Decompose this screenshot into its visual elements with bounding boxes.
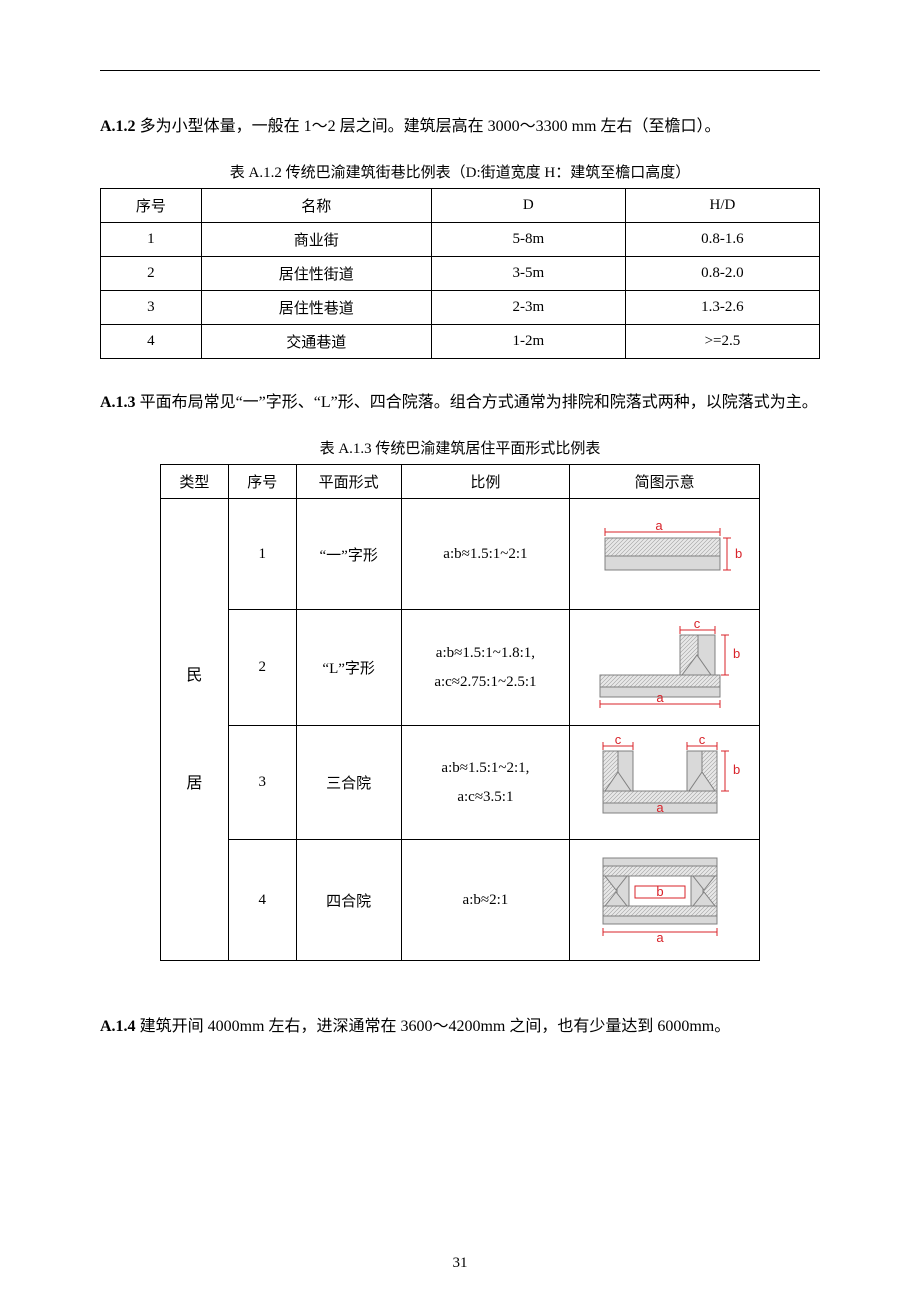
table-row: 2 “L”字形 a:b≈1.5:1~1.8:1, a:c≈2.75:1~2.5:…	[161, 610, 760, 726]
para-a12: A.1.2 多为小型体量，一般在 1～2 层之间。建筑层高在 3000～3300…	[100, 111, 820, 143]
table-row: 1 商业街 5-8m 0.8-1.6	[101, 223, 820, 257]
th-name: 名称	[201, 189, 431, 223]
th-seq: 序号	[101, 189, 202, 223]
cell: 3	[228, 726, 296, 840]
a12-label: A.1.2	[100, 118, 136, 135]
cell: “L”字形	[296, 610, 401, 726]
cell: 1.3-2.6	[625, 291, 819, 325]
cell: “一”字形	[296, 499, 401, 610]
cell: 3	[101, 291, 202, 325]
cell: 2	[101, 257, 202, 291]
cell: 商业街	[201, 223, 431, 257]
dim-a: a	[656, 800, 664, 815]
th-d: D	[431, 189, 625, 223]
cell: a:b≈1.5:1~2:1, a:c≈3.5:1	[401, 726, 570, 840]
th-hd: H/D	[625, 189, 819, 223]
cell: 三合院	[296, 726, 401, 840]
dim-c: c	[614, 736, 621, 747]
table-row: 民 居 1 “一”字形 a:b≈1.5:1~2:1 a	[161, 499, 760, 610]
dim-b: b	[733, 646, 740, 661]
cell: 1-2m	[431, 325, 625, 359]
a14-label: A.1.4	[100, 1018, 136, 1035]
diagram-sanhe-icon: c c	[585, 736, 745, 824]
a13-text: 平面布局常见“一”字形、“L”形、四合院落。组合方式通常为排院和院落式两种，以院…	[136, 394, 818, 411]
diagram-cell-1: a b	[570, 499, 760, 610]
cell: 居住性巷道	[201, 291, 431, 325]
diagram-cell-4: b a	[570, 840, 760, 961]
dim-b: b	[656, 884, 663, 899]
type-cell: 民 居	[161, 499, 229, 961]
table-a13: 类型 序号 平面形式 比例 简图示意 民 居 1 “一”字形 a:b≈1.5:1…	[160, 464, 760, 961]
cell: 四合院	[296, 840, 401, 961]
a14-text: 建筑开间 4000mm 左右，进深通常在 3600～4200mm 之间，也有少量…	[136, 1018, 731, 1035]
a12-text: 多为小型体量，一般在 1～2 层之间。建筑层高在 3000～3300 mm 左右…	[136, 118, 721, 135]
table-row: 4 交通巷道 1-2m >=2.5	[101, 325, 820, 359]
table-row: 3 居住性巷道 2-3m 1.3-2.6	[101, 291, 820, 325]
cell: 3-5m	[431, 257, 625, 291]
cell: 5-8m	[431, 223, 625, 257]
type-bottom: 居	[165, 760, 224, 808]
diagram-cell-2: c b a	[570, 610, 760, 726]
table-row: 类型 序号 平面形式 比例 简图示意	[161, 465, 760, 499]
cell: a:b≈1.5:1~1.8:1, a:c≈2.75:1~2.5:1	[401, 610, 570, 726]
dim-a: a	[656, 690, 664, 705]
dim-a: a	[656, 930, 664, 945]
page-number: 31	[0, 1255, 920, 1272]
diagram-yi-icon: a b	[585, 522, 745, 582]
th-form: 平面形式	[296, 465, 401, 499]
table-row: 序号 名称 D H/D	[101, 189, 820, 223]
th-seq: 序号	[228, 465, 296, 499]
table-a12: 序号 名称 D H/D 1 商业街 5-8m 0.8-1.6 2 居住性街道 3…	[100, 188, 820, 359]
diagram-cell-3: c c	[570, 726, 760, 840]
th-diagram: 简图示意	[570, 465, 760, 499]
cell: 2	[228, 610, 296, 726]
table-row: 3 三合院 a:b≈1.5:1~2:1, a:c≈3.5:1 c c	[161, 726, 760, 840]
th-ratio: 比例	[401, 465, 570, 499]
dim-a: a	[655, 522, 663, 533]
cell: 0.8-2.0	[625, 257, 819, 291]
diagram-l-icon: c b a	[585, 620, 745, 710]
table-row: 2 居住性街道 3-5m 0.8-2.0	[101, 257, 820, 291]
table1-caption: 表 A.1.2 传统巴渝建筑街巷比例表（D:街道宽度 H：建筑至檐口高度）	[100, 161, 820, 182]
cell: 交通巷道	[201, 325, 431, 359]
cell: 2-3m	[431, 291, 625, 325]
para-a13: A.1.3 平面布局常见“一”字形、“L”形、四合院落。组合方式通常为排院和院落…	[100, 387, 820, 419]
cell: 1	[228, 499, 296, 610]
cell: a:b≈2:1	[401, 840, 570, 961]
table2-caption: 表 A.1.3 传统巴渝建筑居住平面形式比例表	[100, 437, 820, 458]
dim-b: b	[733, 762, 740, 777]
top-rule	[100, 70, 820, 71]
cell: a:b≈1.5:1~2:1	[401, 499, 570, 610]
table-row: 4 四合院 a:b≈2:1	[161, 840, 760, 961]
type-top: 民	[165, 652, 224, 700]
diagram-sihe-icon: b a	[585, 850, 745, 945]
cell: >=2.5	[625, 325, 819, 359]
para-a14: A.1.4 建筑开间 4000mm 左右，进深通常在 3600～4200mm 之…	[100, 1011, 820, 1043]
a13-label: A.1.3	[100, 394, 136, 411]
page: A.1.2 多为小型体量，一般在 1～2 层之间。建筑层高在 3000～3300…	[0, 0, 920, 1302]
dim-c: c	[693, 620, 700, 631]
dim-b: b	[735, 546, 742, 561]
th-type: 类型	[161, 465, 229, 499]
cell: 居住性街道	[201, 257, 431, 291]
dim-c: c	[698, 736, 705, 747]
cell: 1	[101, 223, 202, 257]
cell: 4	[101, 325, 202, 359]
cell: 4	[228, 840, 296, 961]
cell: 0.8-1.6	[625, 223, 819, 257]
